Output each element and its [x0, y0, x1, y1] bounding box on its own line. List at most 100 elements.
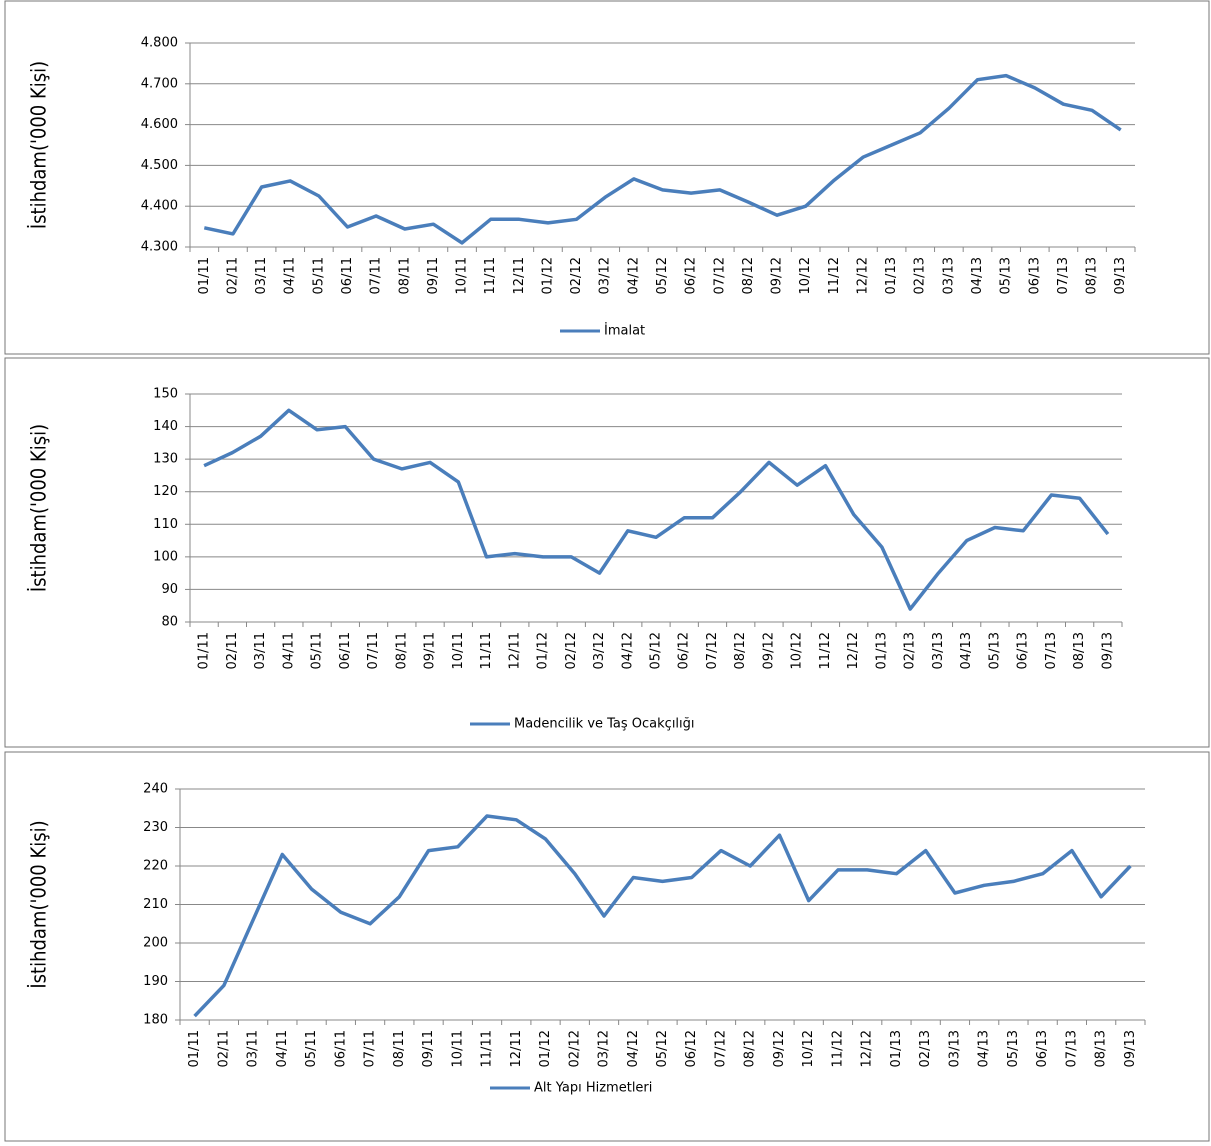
x-tick-label: 03/13: [941, 257, 956, 294]
x-tick-label: 06/12: [684, 257, 699, 294]
x-tick-label: 01/11: [187, 1030, 202, 1067]
x-tick-label: 02/13: [913, 257, 928, 294]
x-tick-label: 08/12: [733, 632, 748, 669]
x-tick-label: 10/11: [450, 1030, 465, 1067]
y-tick-label: 210: [143, 897, 168, 912]
x-tick-label: 04/11: [283, 257, 298, 294]
x-tick-label: 09/13: [1123, 1030, 1138, 1067]
x-tick-label: 02/11: [225, 632, 240, 669]
x-tick-label: 08/13: [1072, 632, 1087, 669]
y-tick-label: 220: [143, 859, 168, 874]
y-tick-label: 190: [143, 974, 168, 989]
x-tick-label: 09/11: [423, 632, 438, 669]
y-tick-label: 100: [153, 549, 178, 564]
x-tick-label: 01/13: [874, 632, 889, 669]
x-tick-label: 06/13: [1016, 632, 1031, 669]
x-tick-label: 10/12: [801, 1030, 816, 1067]
x-tick-label: 04/13: [970, 257, 985, 294]
x-tick-label: 09/12: [761, 632, 776, 669]
legend-label: Alt Yapı Hizmetleri: [534, 1081, 652, 1096]
x-tick-label: 11/12: [827, 257, 842, 294]
y-tick-label: 200: [143, 936, 168, 951]
x-tick-label: 07/13: [1056, 257, 1071, 294]
y-tick-label: 180: [143, 1013, 168, 1028]
y-tick-label: 4.500: [141, 158, 178, 173]
x-tick-label: 09/13: [1100, 632, 1115, 669]
x-tick-label: 01/12: [540, 257, 555, 294]
x-tick-label: 12/11: [509, 1030, 524, 1067]
y-tick-label: 240: [143, 782, 168, 797]
x-tick-label: 05/11: [311, 257, 326, 294]
legend-label: İmalat: [604, 323, 645, 339]
x-tick-label: 06/11: [333, 1030, 348, 1067]
x-tick-label: 12/12: [846, 632, 861, 669]
x-tick-label: 07/12: [705, 632, 720, 669]
x-tick-label: 06/13: [1027, 257, 1042, 294]
x-tick-label: 03/13: [947, 1030, 962, 1067]
y-tick-label: 130: [153, 452, 178, 467]
x-tick-label: 03/12: [597, 1030, 612, 1067]
y-tick-label: 4.400: [141, 199, 178, 214]
x-tick-label: 03/11: [246, 1030, 261, 1067]
x-tick-label: 09/13: [1113, 257, 1128, 294]
x-tick-label: 02/11: [225, 257, 240, 294]
x-tick-label: 07/11: [366, 632, 381, 669]
x-tick-label: 02/13: [918, 1030, 933, 1067]
x-tick-label: 09/11: [426, 257, 441, 294]
x-tick-label: 11/12: [830, 1030, 845, 1067]
x-tick-label: 10/12: [790, 632, 805, 669]
x-tick-label: 08/11: [392, 1030, 407, 1067]
y-tick-label: 230: [143, 820, 168, 835]
y-tick-label: 120: [153, 484, 178, 499]
line-series: [193, 814, 1132, 1018]
x-tick-label: 03/11: [253, 632, 268, 669]
x-tick-label: 11/11: [483, 257, 498, 294]
x-tick-label: 02/12: [569, 257, 584, 294]
x-tick-label: 06/11: [340, 257, 355, 294]
y-axis-title: İstihdam('000 Kişi): [27, 61, 51, 229]
y-tick-label: 4.600: [141, 117, 178, 132]
x-tick-label: 03/11: [254, 257, 269, 294]
x-tick-label: 08/12: [743, 1030, 758, 1067]
x-tick-label: 11/11: [479, 632, 494, 669]
x-tick-label: 05/11: [304, 1030, 319, 1067]
x-tick-label: 12/11: [507, 632, 522, 669]
x-tick-label: 02/11: [216, 1030, 231, 1067]
y-tick-label: 90: [161, 582, 178, 597]
x-tick-label: 04/13: [977, 1030, 992, 1067]
panel: [4, 357, 1210, 748]
x-tick-label: 10/11: [451, 632, 466, 669]
x-tick-label: 04/12: [620, 632, 635, 669]
x-tick-label: 05/13: [987, 632, 1002, 669]
x-tick-label: 05/12: [649, 632, 664, 669]
line-series: [203, 408, 1110, 611]
x-tick-label: 12/12: [855, 257, 870, 294]
y-axis-title: İstihdam('000 Kişi): [27, 820, 51, 988]
x-tick-label: 03/13: [931, 632, 946, 669]
x-tick-label: 05/11: [310, 632, 325, 669]
x-tick-label: 04/12: [626, 1030, 641, 1067]
x-tick-label: 04/12: [626, 257, 641, 294]
x-tick-label: 12/12: [860, 1030, 875, 1067]
x-tick-label: 01/11: [197, 257, 212, 294]
x-tick-label: 07/12: [713, 1030, 728, 1067]
panel: [4, 0, 1210, 355]
x-tick-label: 03/12: [598, 257, 613, 294]
line-series: [203, 73, 1122, 245]
x-tick-label: 01/13: [884, 257, 899, 294]
x-tick-label: 09/12: [772, 1030, 787, 1067]
y-tick-label: 4.800: [141, 36, 178, 51]
x-tick-label: 05/13: [999, 257, 1014, 294]
x-tick-label: 01/11: [197, 632, 212, 669]
x-tick-label: 05/13: [1006, 1030, 1021, 1067]
x-tick-label: 01/12: [536, 632, 551, 669]
y-tick-label: 140: [153, 419, 178, 434]
y-tick-label: 110: [153, 517, 178, 532]
x-tick-label: 10/11: [455, 257, 470, 294]
x-tick-label: 02/12: [564, 632, 579, 669]
x-tick-label: 08/11: [394, 632, 409, 669]
x-tick-label: 05/12: [655, 1030, 670, 1067]
x-tick-label: 04/13: [959, 632, 974, 669]
x-tick-label: 05/12: [655, 257, 670, 294]
